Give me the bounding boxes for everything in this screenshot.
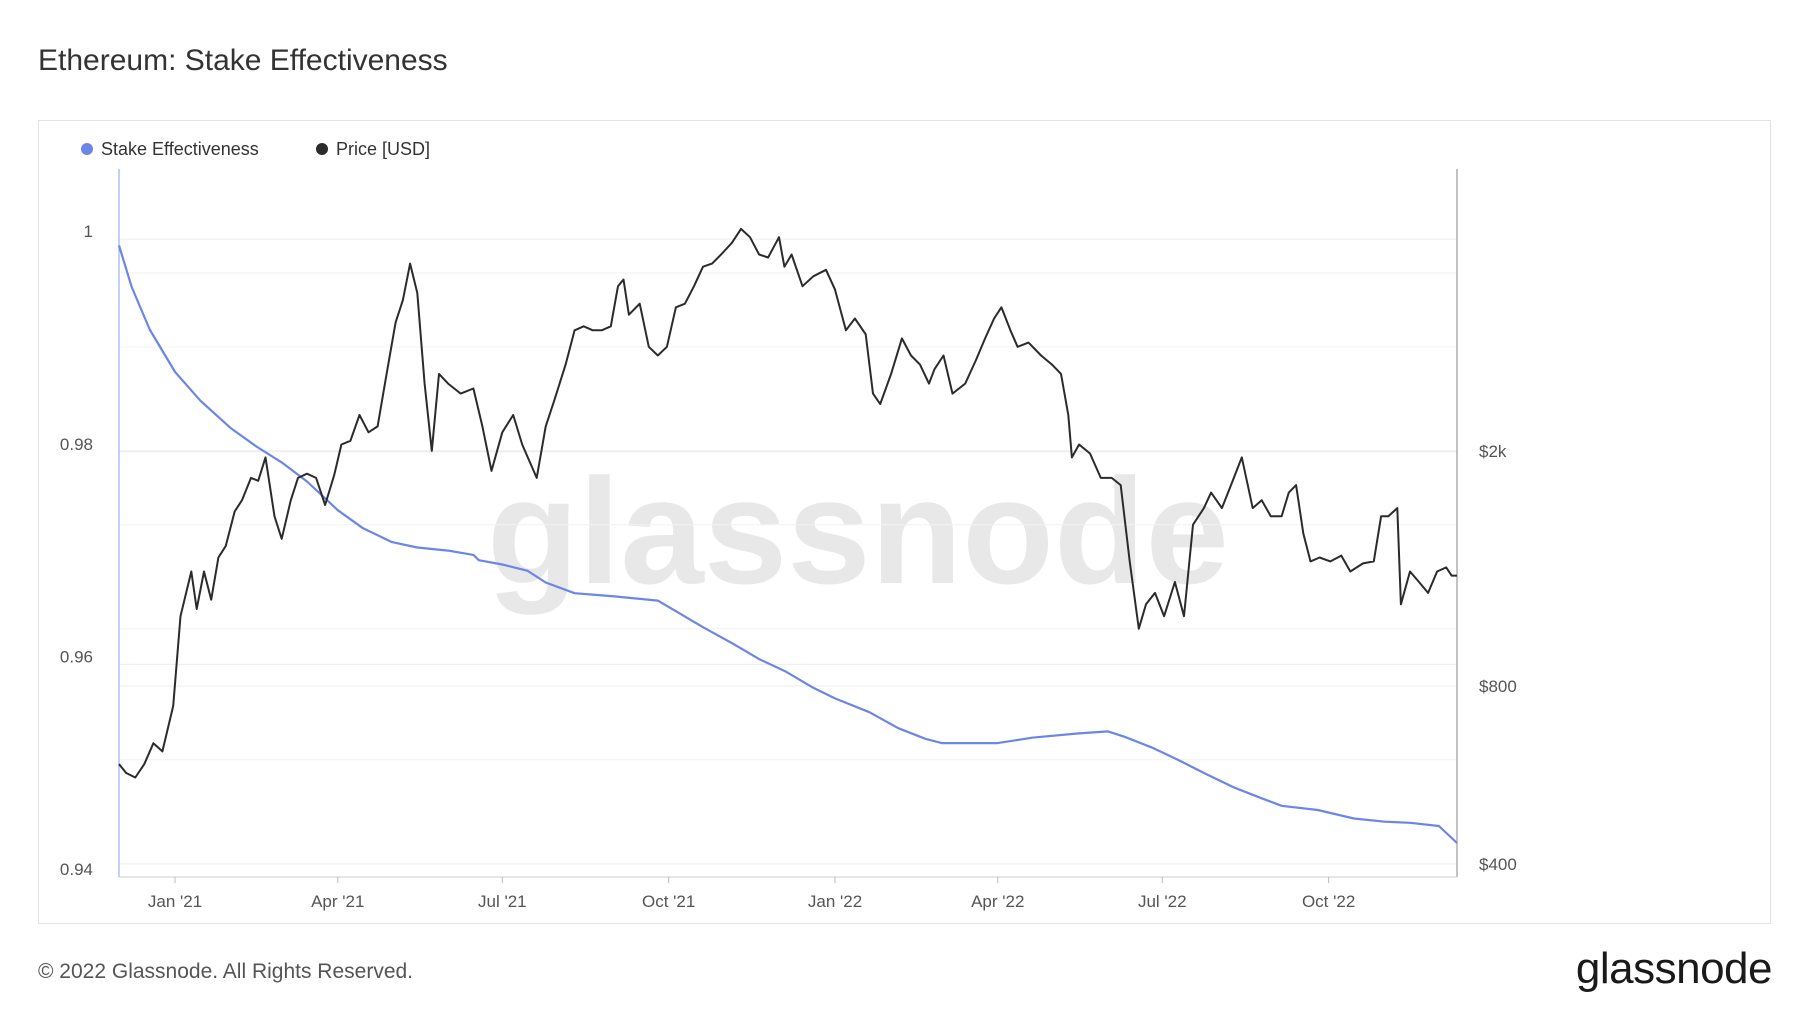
x-tick-label: Oct '22 bbox=[1302, 892, 1355, 911]
x-tick-label: Jan '22 bbox=[808, 892, 862, 911]
glassnode-logo: glassnode bbox=[1575, 944, 1773, 993]
axis-layer: 0.94 0.96 0.98 1 $400 $800 $2k Jan '21 Apr '21 Ju… bbox=[60, 169, 1517, 911]
series-layer bbox=[117, 227, 1458, 844]
watermark: glassnode bbox=[487, 447, 1229, 615]
legend-label-price[interactable]: Price [USD] bbox=[336, 139, 430, 159]
legend: Stake Effectiveness Price [USD] bbox=[81, 139, 430, 159]
grid-layer bbox=[119, 238, 1457, 878]
chart-svg: glassnode 0.94 0.96 0.98 1 $400 $800 $2k Jan '2… bbox=[60, 139, 1517, 911]
x-tick-label: Apr '22 bbox=[971, 892, 1024, 911]
y-left-tick-label: 0.98 bbox=[60, 435, 93, 454]
chart-frame: glassnode 0.94 0.96 0.98 1 $400 $800 $2k Jan '2… bbox=[38, 120, 1771, 924]
legend-label-stake-effectiveness[interactable]: Stake Effectiveness bbox=[101, 139, 259, 159]
x-tick-label: Jul '21 bbox=[478, 892, 527, 911]
y-left-tick-label: 0.96 bbox=[60, 647, 93, 666]
legend-marker-price[interactable] bbox=[316, 143, 328, 155]
y-right-tick-label: $2k bbox=[1479, 442, 1507, 461]
y-left-tick-label: 1 bbox=[84, 222, 93, 241]
copyright-notice: © 2022 Glassnode. All Rights Reserved. bbox=[38, 960, 414, 983]
legend-marker-stake-effectiveness[interactable] bbox=[81, 143, 93, 155]
x-tick-label: Jul '22 bbox=[1138, 892, 1187, 911]
x-tick-label: Apr '21 bbox=[311, 892, 364, 911]
y-left-tick-label: 0.94 bbox=[60, 860, 93, 879]
series-line-stake-effectiveness bbox=[117, 245, 1458, 844]
chart-title: Ethereum: Stake Effectiveness bbox=[38, 44, 448, 77]
series-line-price bbox=[118, 227, 1457, 779]
x-tick-label: Jan '21 bbox=[148, 892, 202, 911]
x-tick-label: Oct '21 bbox=[642, 892, 695, 911]
y-right-tick-label: $800 bbox=[1479, 677, 1517, 696]
y-right-tick-label: $400 bbox=[1479, 855, 1517, 874]
